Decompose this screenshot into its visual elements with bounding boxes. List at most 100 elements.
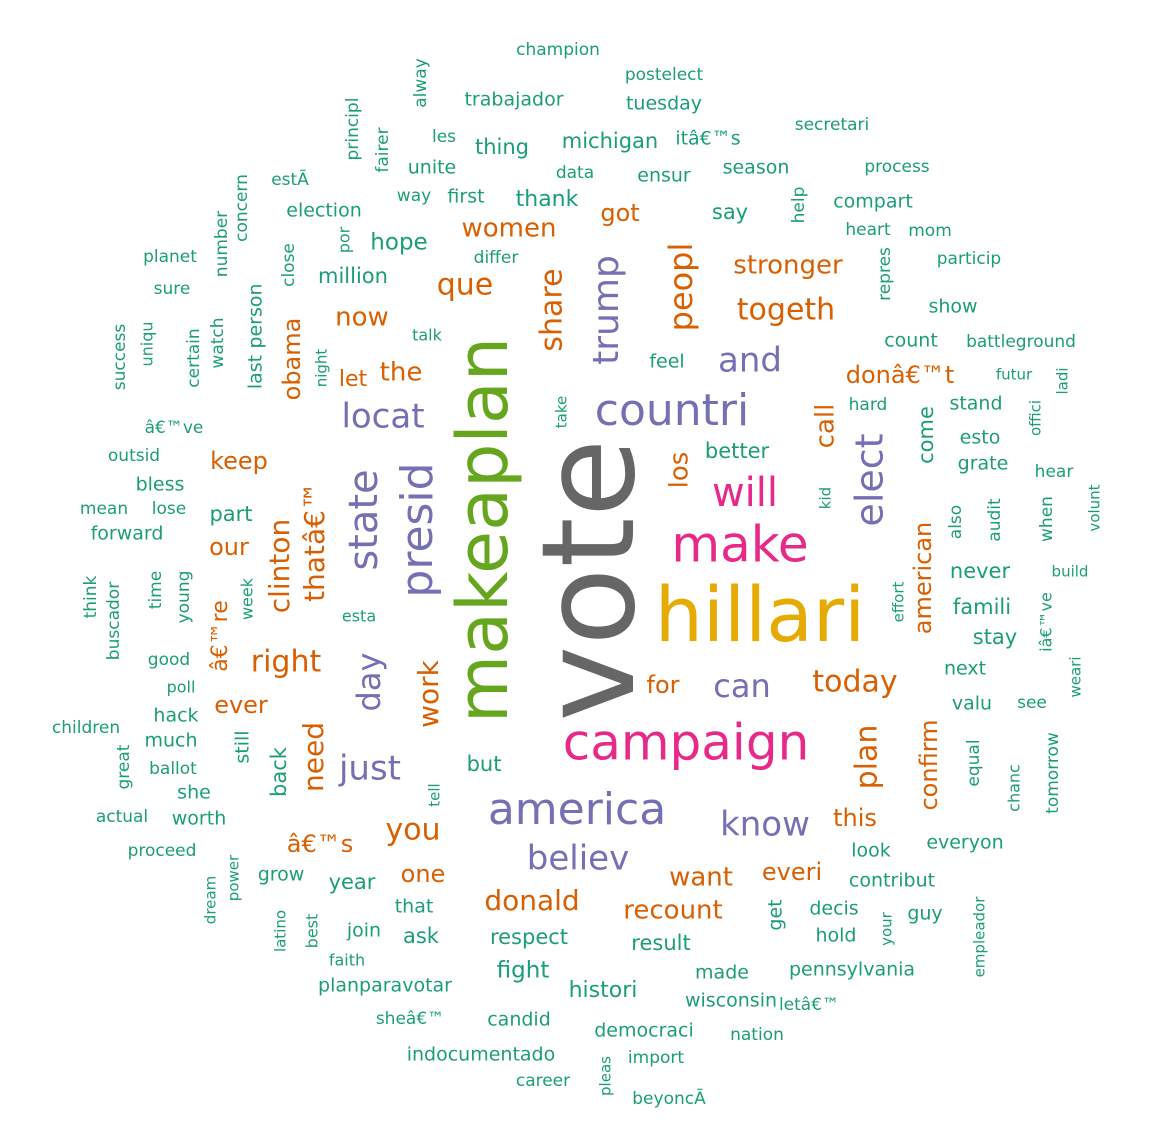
cloud-word: american	[909, 522, 937, 635]
cloud-word: tomorrow	[1043, 732, 1063, 814]
cloud-word: kid	[817, 487, 835, 509]
cloud-word: share	[535, 268, 570, 351]
cloud-word: this	[833, 804, 877, 832]
cloud-word: and	[718, 341, 782, 381]
cloud-word: still	[232, 730, 254, 763]
cloud-word: particip	[937, 249, 1001, 269]
cloud-word: planet	[143, 247, 197, 267]
cloud-word: close	[279, 243, 299, 287]
cloud-word: principl	[343, 98, 363, 161]
cloud-word: hack	[153, 705, 198, 727]
cloud-word: worth	[172, 808, 226, 830]
cloud-word: democraci	[594, 1020, 694, 1042]
cloud-word: that	[395, 896, 434, 918]
cloud-word: volunt	[1086, 484, 1104, 531]
cloud-word: see	[1017, 693, 1047, 713]
cloud-word: weari	[1067, 656, 1085, 697]
cloud-word: equal	[964, 739, 984, 786]
cloud-word: state	[341, 469, 387, 570]
cloud-word: process	[864, 157, 929, 177]
cloud-word: get	[765, 899, 787, 930]
cloud-word: contribut	[849, 870, 935, 892]
cloud-word: career	[516, 1071, 570, 1091]
cloud-word: valu	[952, 693, 992, 715]
cloud-word: when	[1037, 496, 1057, 542]
cloud-word: can	[713, 667, 770, 705]
cloud-word: work	[412, 659, 445, 728]
cloud-word: ask	[403, 924, 440, 948]
cloud-word: day	[350, 653, 388, 712]
cloud-word: watch	[208, 317, 228, 368]
cloud-word: right	[251, 645, 322, 680]
cloud-word: best	[303, 914, 322, 949]
cloud-word: futur	[996, 366, 1033, 384]
cloud-word: thank	[516, 187, 579, 212]
cloud-word: back	[267, 746, 291, 797]
cloud-word: guy	[907, 903, 942, 925]
cloud-word: call	[811, 404, 841, 449]
cloud-word: never	[950, 559, 1011, 583]
cloud-word: million	[318, 264, 388, 288]
cloud-word: hard	[849, 395, 888, 415]
cloud-word: faith	[329, 951, 365, 970]
cloud-word: stand	[949, 393, 1002, 415]
cloud-word: join	[346, 920, 381, 942]
cloud-word: children	[52, 718, 120, 738]
cloud-word: grate	[958, 453, 1009, 475]
cloud-word: plan	[850, 725, 885, 790]
cloud-word: outsid	[108, 446, 160, 466]
cloud-word: planparavotar	[318, 975, 452, 997]
cloud-word: ever	[214, 691, 268, 719]
cloud-word: offici	[1027, 400, 1045, 436]
cloud-word: champion	[516, 40, 600, 60]
cloud-word: lose	[152, 499, 186, 519]
cloud-word: forward	[91, 523, 164, 545]
cloud-word: show	[928, 296, 977, 318]
cloud-word: help	[789, 187, 809, 224]
cloud-word: now	[335, 303, 389, 333]
cloud-word: michigan	[562, 129, 659, 153]
cloud-word: better	[705, 439, 770, 463]
cloud-word: everi	[762, 858, 822, 886]
cloud-word: uniqu	[138, 321, 157, 366]
cloud-word: hillari	[655, 570, 865, 659]
cloud-word: que	[437, 268, 494, 303]
cloud-word: repres	[875, 247, 895, 301]
cloud-word: audit	[985, 498, 1005, 542]
cloud-word: today	[812, 665, 897, 700]
cloud-word: part	[209, 502, 252, 526]
cloud-word: year	[329, 870, 376, 894]
cloud-word: ensur	[637, 165, 691, 187]
cloud-word: bless	[136, 474, 185, 496]
cloud-word: made	[695, 962, 749, 984]
cloud-word: your	[878, 911, 896, 946]
cloud-word: campaign	[563, 714, 810, 772]
cloud-word: our	[209, 533, 249, 561]
cloud-word: time	[146, 571, 166, 609]
cloud-word: peopl	[662, 243, 700, 332]
cloud-word: for	[647, 671, 680, 699]
cloud-word: let	[339, 367, 368, 392]
cloud-word: respect	[490, 925, 568, 949]
cloud-word: heart	[845, 220, 891, 240]
cloud-word: will	[712, 470, 778, 516]
cloud-word: obama	[278, 318, 306, 401]
cloud-word: countri	[595, 385, 749, 436]
cloud-word: you	[385, 813, 440, 848]
cloud-word: success	[110, 324, 130, 391]
cloud-word: â€™re	[208, 600, 233, 672]
cloud-word: the	[380, 358, 423, 388]
cloud-word: trump	[586, 255, 627, 365]
cloud-word: trabajador	[464, 89, 563, 111]
cloud-word: letâ€™	[779, 995, 839, 1015]
cloud-word: tuesday	[626, 93, 702, 115]
cloud-word: battleground	[966, 332, 1076, 352]
cloud-word: dream	[202, 876, 220, 924]
cloud-word: compart	[833, 191, 913, 213]
cloud-word: donald	[484, 884, 579, 917]
cloud-word: fight	[497, 958, 550, 984]
cloud-word: next	[944, 658, 986, 680]
cloud-word: pennsylvania	[789, 959, 915, 981]
cloud-word: recount	[623, 896, 722, 926]
